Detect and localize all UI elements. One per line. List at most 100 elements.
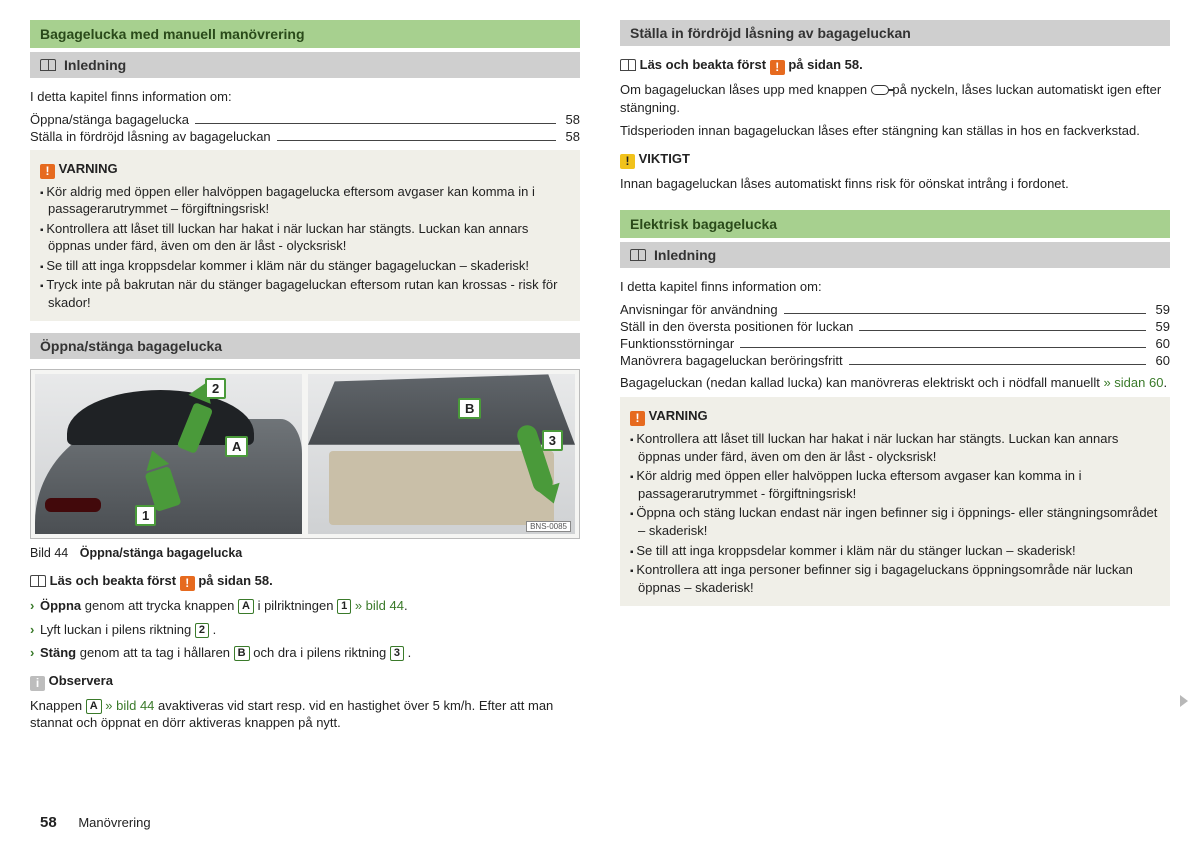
toc-row: Anvisningar för användning 59 xyxy=(620,302,1170,317)
ref-B: B xyxy=(234,646,250,661)
step-close: › Stäng genom att ta tag i hållaren B oc… xyxy=(30,644,580,662)
figure-caption-label: Bild 44 xyxy=(30,546,68,560)
warning-box: ! VARNING Kör aldrig med öppen eller hal… xyxy=(30,150,580,322)
ref-1: 1 xyxy=(337,599,351,614)
page-footer: 58 Manövrering xyxy=(40,814,151,831)
section2-title: Elektrisk bagagelucka xyxy=(620,210,1170,238)
toc-leader xyxy=(859,319,1145,331)
book-icon xyxy=(30,575,46,587)
para-2: Tidsperioden innan bagageluckan låses ef… xyxy=(620,122,1170,140)
subsection-title-text: Öppna/stänga bagagelucka xyxy=(40,338,222,354)
toc-leader xyxy=(784,302,1146,314)
warning-icon: ! xyxy=(40,164,55,179)
left-column: Bagagelucka med manuell manövrering Inle… xyxy=(30,20,580,738)
warning-bullet: Öppna och stäng luckan endast när ingen … xyxy=(630,504,1160,539)
taillight-shape xyxy=(45,498,101,512)
warning-bullet: Kör aldrig med öppen eller halvöppen bag… xyxy=(40,183,570,218)
step-lift: › Lyft luckan i pilens riktning 2 . xyxy=(30,621,580,639)
warning-bullet: Se till att inga kroppsdelar kommer i kl… xyxy=(40,257,570,275)
ref-3: 3 xyxy=(390,646,404,661)
read-first-text: Läs och beakta först xyxy=(640,57,766,72)
read-first-tail: på sidan 58. xyxy=(198,573,272,588)
chevron-icon: › xyxy=(30,645,34,660)
toc-row: Ställa in fördröjd låsning av bagageluck… xyxy=(30,129,580,144)
ref-bild44: » bild 44 xyxy=(355,598,404,613)
step-close-b: genom att ta tag i hållaren xyxy=(80,645,230,660)
intro-heading: Inledning xyxy=(30,52,580,78)
page-columns: Bagagelucka med manuell manövrering Inle… xyxy=(30,20,1170,738)
info-icon: i xyxy=(30,676,45,691)
ref-A: A xyxy=(86,699,102,714)
toc-label: Ställ in den översta positionen för luck… xyxy=(620,319,853,334)
read-first-text: Läs och beakta först xyxy=(50,573,176,588)
para-1: Om bagageluckan låses upp med knappen på… xyxy=(620,81,1170,116)
warning-bullet: Se till att inga kroppsdelar kommer i kl… xyxy=(630,542,1160,560)
toc-leader xyxy=(740,336,1145,348)
section1-title-text: Ställa in fördröjd låsning av bagageluck… xyxy=(630,25,911,41)
warning-bullet: Kör aldrig med öppen eller halvöppen luc… xyxy=(630,467,1160,502)
footer-section: Manövrering xyxy=(78,815,150,830)
chevron-icon: › xyxy=(30,622,34,637)
toc-label: Ställa in fördröjd låsning av bagageluck… xyxy=(30,129,271,144)
toc-row: Öppna/stänga bagagelucka 58 xyxy=(30,112,580,127)
book-icon xyxy=(620,59,636,71)
page-number: 58 xyxy=(40,814,57,831)
toc-page: 60 xyxy=(1152,353,1170,368)
step-close-c: och dra i pilens riktning xyxy=(253,645,386,660)
book-icon xyxy=(630,249,646,261)
read-first-line: Läs och beakta först ! på sidan 58. xyxy=(620,56,1170,75)
toc-label: Manövrera bagageluckan beröringsfritt xyxy=(620,353,843,368)
warning-label-2: VARNING xyxy=(649,408,708,423)
observe-ref: » bild 44 xyxy=(105,698,154,713)
step-open-b: genom att trycka knappen xyxy=(85,598,235,613)
balloon-1: 1 xyxy=(135,505,156,526)
step-open-c: i pilriktningen xyxy=(258,598,334,613)
toc-row: Manövrera bagageluckan beröringsfritt 60 xyxy=(620,353,1170,368)
intro-text: I detta kapitel finns information om: xyxy=(30,88,580,106)
toc-page: 59 xyxy=(1152,302,1170,317)
warning-icon: ! xyxy=(770,60,785,75)
read-first-tail: på sidan 58. xyxy=(788,57,862,72)
step-open-a: Öppna xyxy=(40,598,81,613)
intro-heading-text: Inledning xyxy=(64,57,126,73)
warning-bullet: Kontrollera att inga personer befinner s… xyxy=(630,561,1160,596)
observe-head: i Observera xyxy=(30,672,580,691)
toc-page: 58 xyxy=(562,129,580,144)
warning-icon: ! xyxy=(630,411,645,426)
para-1a: Om bagageluckan låses upp med knappen xyxy=(620,82,867,97)
balloon-2: 2 xyxy=(205,378,226,399)
trunk-interior-shape xyxy=(329,451,553,525)
section1-title: Ställa in fördröjd låsning av bagageluck… xyxy=(620,20,1170,46)
step-lift-text: Lyft luckan i pilens riktning xyxy=(40,622,191,637)
important-label: VIKTIGT xyxy=(639,151,690,166)
figure-caption-title: Öppna/stänga bagagelucka xyxy=(80,546,243,560)
important-head: ! VIKTIGT xyxy=(620,150,1170,169)
toc-page: 58 xyxy=(562,112,580,127)
toc-page: 59 xyxy=(1152,319,1170,334)
continue-marker-icon xyxy=(1180,695,1188,707)
toc-leader xyxy=(195,112,556,124)
para-3-ref: » sidan 60 xyxy=(1103,375,1163,390)
ref-2: 2 xyxy=(195,623,209,638)
warning-head: ! VARNING xyxy=(40,160,570,179)
toc-leader xyxy=(849,353,1146,365)
intro-heading-2: Inledning xyxy=(620,242,1170,268)
intro-heading-2-text: Inledning xyxy=(654,247,716,263)
toc-label: Öppna/stänga bagagelucka xyxy=(30,112,189,127)
warning-box-2: ! VARNING Kontrollera att låset till luc… xyxy=(620,397,1170,606)
toc-label: Anvisningar för användning xyxy=(620,302,778,317)
balloon-A: A xyxy=(225,436,248,457)
ref-A: A xyxy=(238,599,254,614)
warning-bullet: Tryck inte på bakrutan när du stänger ba… xyxy=(40,276,570,311)
toc-row: Funktionsstörningar 60 xyxy=(620,336,1170,351)
chevron-icon: › xyxy=(30,598,34,613)
figure-panel-left: 1 2 A xyxy=(35,374,302,534)
step-close-a: Stäng xyxy=(40,645,76,660)
toc-leader xyxy=(277,129,556,141)
intro-text-2: I detta kapitel finns information om: xyxy=(620,278,1170,296)
subsection-title: Öppna/stänga bagagelucka xyxy=(30,333,580,359)
book-icon xyxy=(40,59,56,71)
important-text: Innan bagageluckan låses automatiskt fin… xyxy=(620,175,1170,193)
toc-label: Funktionsstörningar xyxy=(620,336,734,351)
warning-label: VARNING xyxy=(59,161,118,176)
